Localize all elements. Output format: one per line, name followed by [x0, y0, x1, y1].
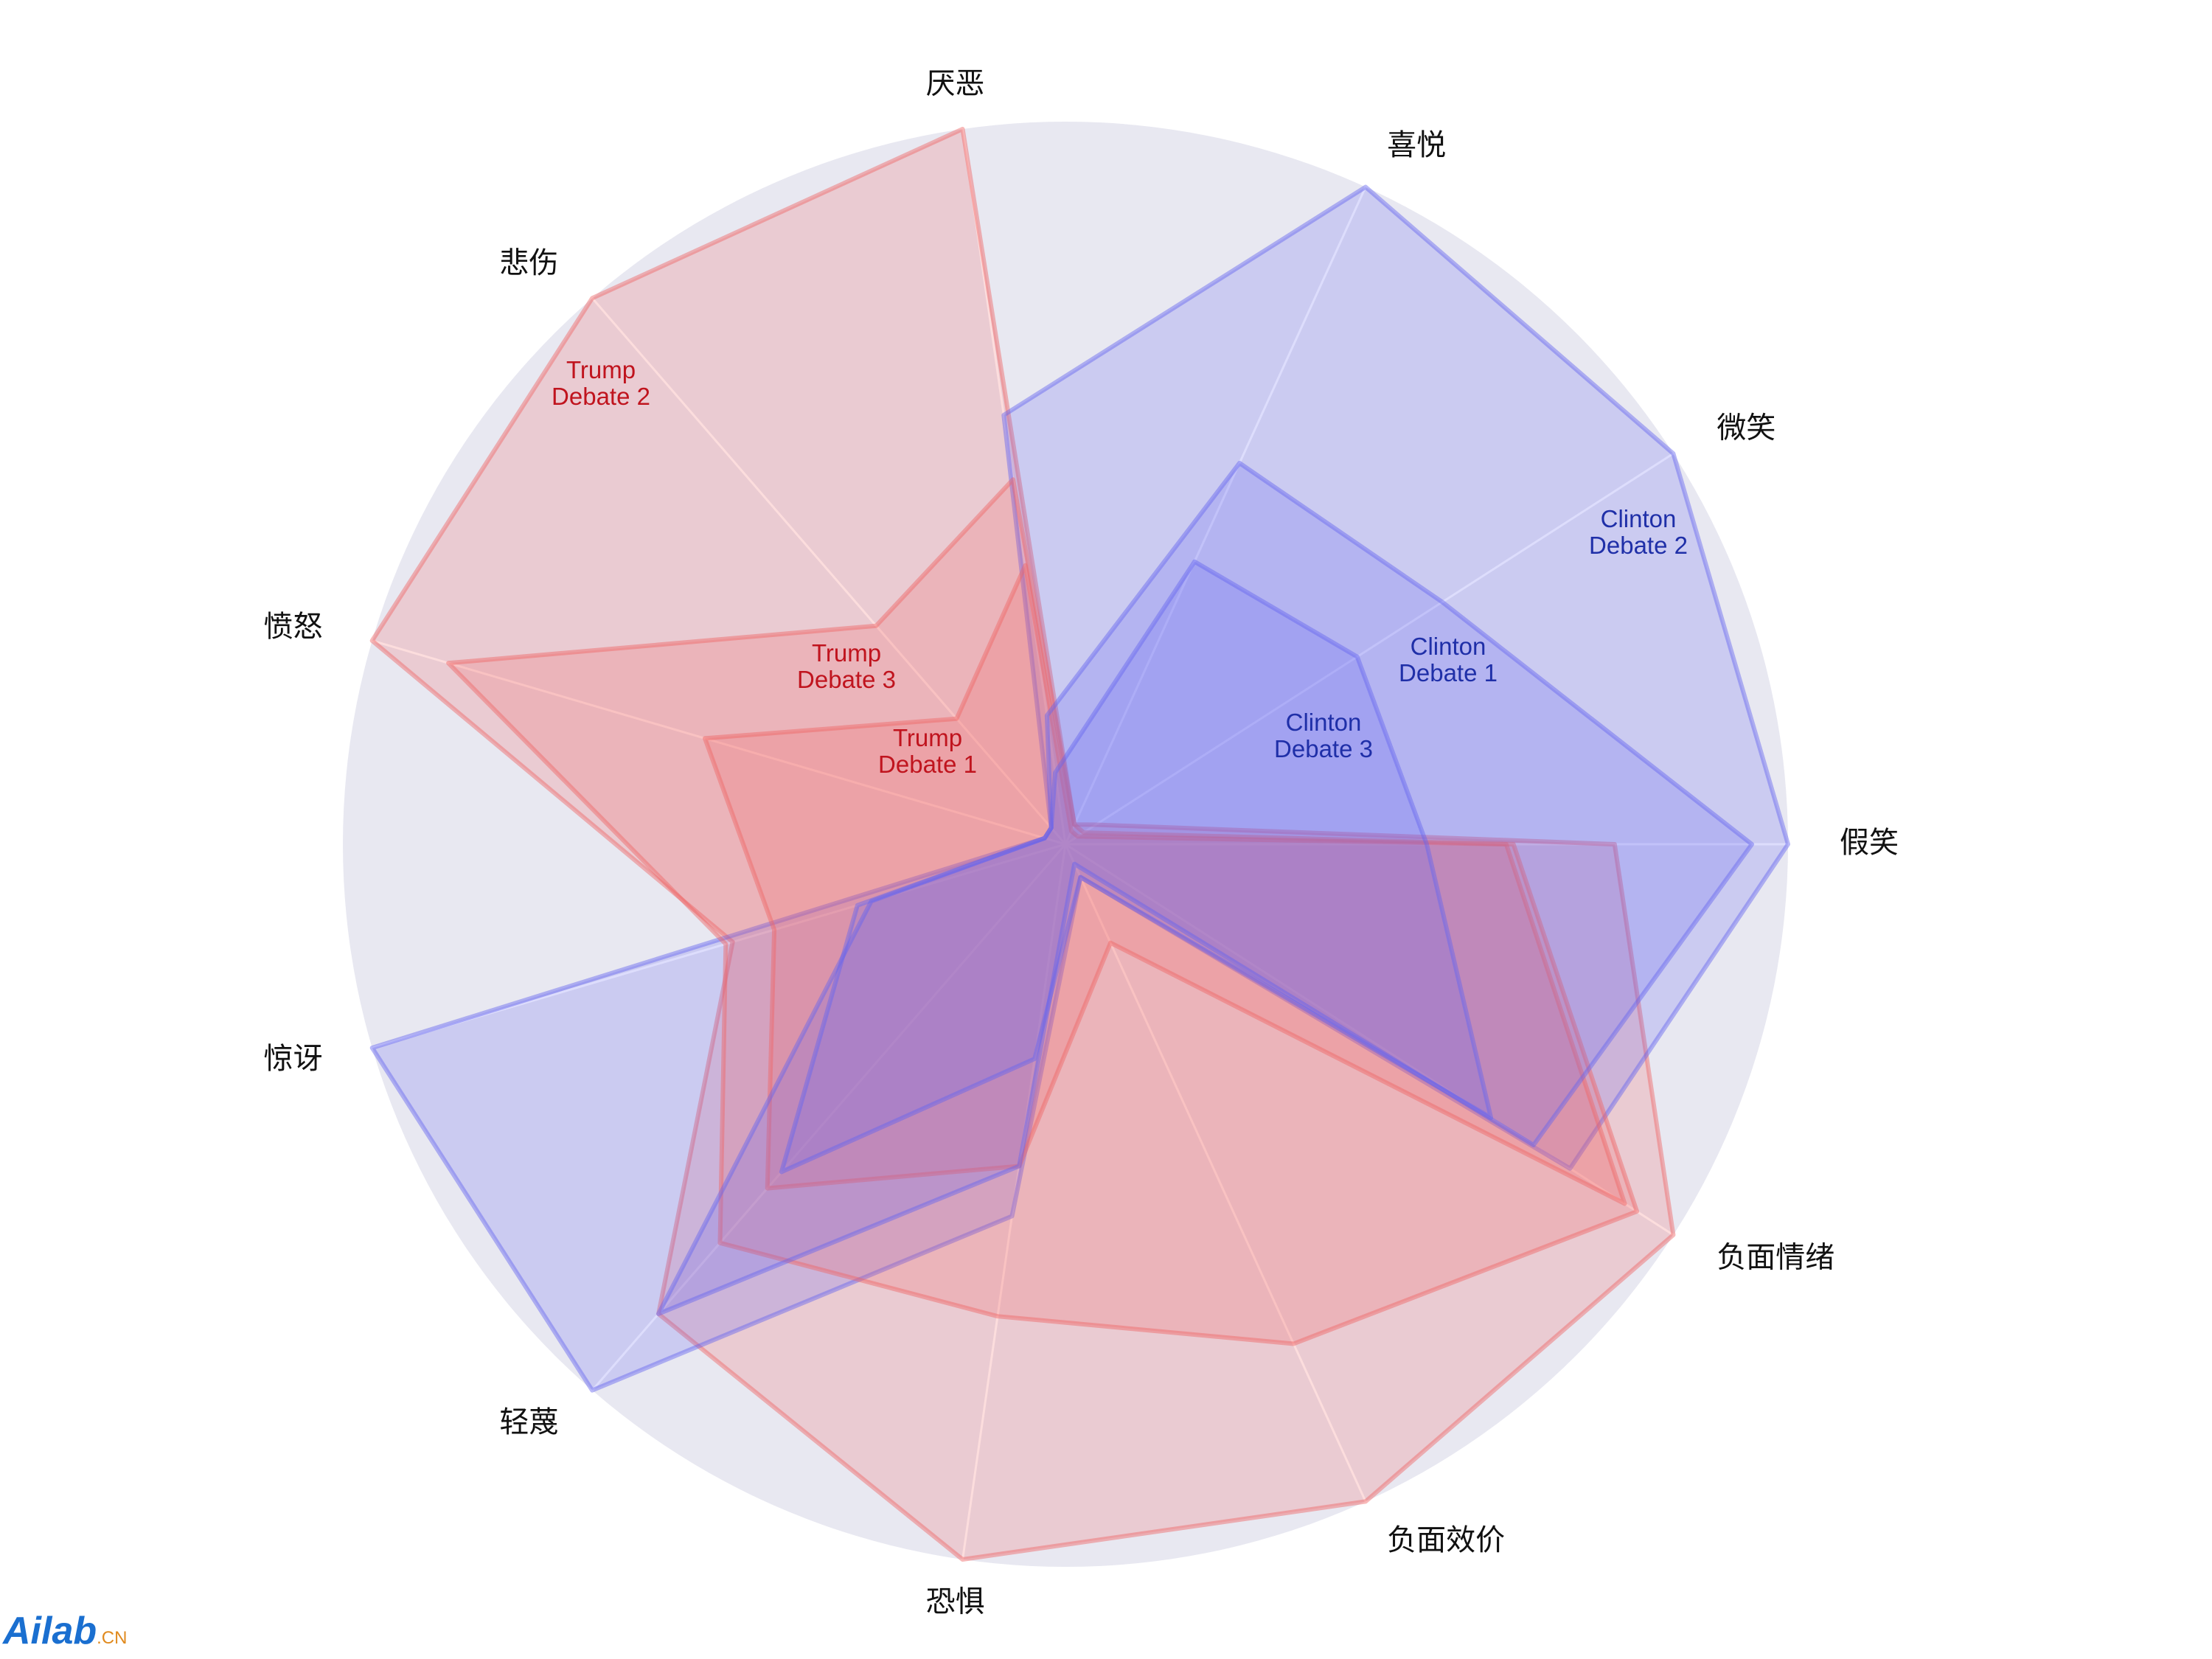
- spoke: [961, 844, 1067, 1560]
- series-area: [703, 563, 1627, 1206]
- axis-label: 恐惧: [926, 1585, 985, 1618]
- series-label: Clinton Debate 3: [1274, 709, 1373, 762]
- series-area: [446, 477, 1639, 1346]
- axis-label: 假笑: [1840, 826, 1899, 860]
- spoke: [1065, 452, 1674, 846]
- axis-label: 负面效价: [1387, 1523, 1505, 1557]
- watermark-brand: Ailab: [3, 1610, 97, 1652]
- spoke: [961, 128, 1067, 845]
- spoke: [1064, 844, 1367, 1503]
- spoke: [1065, 843, 1674, 1237]
- axis-label: 愤怒: [264, 610, 323, 644]
- axis-label: 喜悦: [1387, 128, 1446, 162]
- spoke: [591, 297, 1067, 845]
- series-label: Trump Debate 2: [552, 356, 650, 410]
- spoke: [372, 639, 1066, 846]
- axis-label: 悲伤: [499, 246, 558, 280]
- series-area: [779, 559, 1494, 1175]
- series-area: [369, 184, 1790, 1393]
- spoke: [372, 843, 1066, 1049]
- series-label: Trump Debate 3: [797, 639, 896, 693]
- spoke: [1064, 186, 1367, 845]
- series-label: Clinton Debate 2: [1589, 505, 1688, 559]
- axis-label: 负面情绪: [1717, 1240, 1834, 1274]
- series-area: [656, 461, 1754, 1316]
- axis-label: 厌恶: [926, 67, 985, 101]
- axis-label: 轻蔑: [499, 1405, 558, 1439]
- axis-label: 微笑: [1717, 411, 1775, 445]
- spoke: [591, 844, 1067, 1391]
- watermark-suffix: .CN: [97, 1628, 128, 1648]
- watermark: Ailab.CN: [3, 1609, 127, 1653]
- series-label: Trump Debate 1: [878, 724, 977, 778]
- series-label: Clinton Debate 1: [1399, 633, 1498, 686]
- axis-label: 惊讶: [264, 1042, 323, 1076]
- series-area: [369, 127, 1676, 1562]
